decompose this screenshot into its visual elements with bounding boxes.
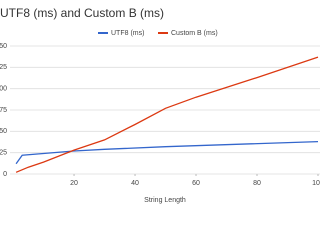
y-tick-label: 100 (0, 86, 7, 93)
y-tick-label: 125 (0, 64, 7, 71)
x-axis-label: String Length (144, 197, 186, 204)
chart-title: UTF8 (ms) and Custom B (ms) (0, 6, 164, 20)
x-tick-label: 40 (131, 180, 139, 187)
series-line (15, 140, 319, 165)
y-tick-label: 75 (0, 107, 7, 114)
y-tick-label: 25 (0, 150, 7, 157)
y-tick-label: 50 (0, 128, 7, 135)
x-tick-label: 60 (192, 180, 200, 187)
y-tick-label: 150 (0, 43, 7, 50)
x-tick-label: 80 (253, 180, 261, 187)
legend-label: Custom B (ms) (171, 30, 218, 37)
x-tick-label: 20 (70, 180, 78, 187)
chart: UTF8 (ms) and Custom B (ms) String Lengt… (0, 6, 320, 204)
y-tick-label: 0 (3, 171, 7, 178)
series-line (15, 56, 319, 173)
x-tick-label: 100 (312, 180, 320, 187)
legend-label: UTF8 (ms) (111, 30, 144, 37)
